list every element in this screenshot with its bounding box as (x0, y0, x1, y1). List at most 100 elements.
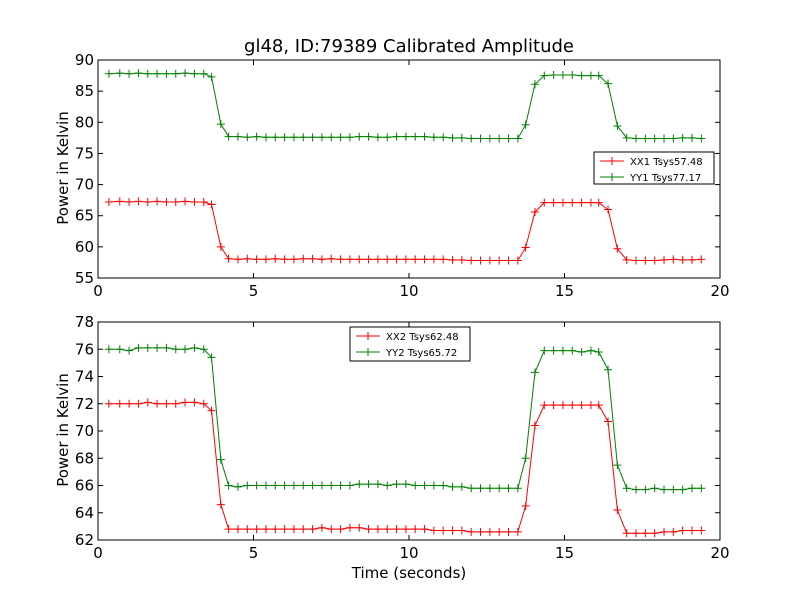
top-data-point (181, 69, 190, 78)
top-data-point (558, 70, 567, 79)
top-data-point (688, 255, 697, 264)
top-data-point (115, 69, 124, 78)
top-data-point (577, 198, 586, 207)
bottom-y-tick-label: 62 (75, 531, 94, 549)
bottom-data-point (327, 525, 336, 534)
top-data-point (289, 255, 298, 264)
top-data-point (134, 197, 143, 206)
bottom-data-point (549, 401, 558, 410)
bottom-data-point (521, 454, 530, 463)
top-data-point (439, 133, 448, 142)
bottom-data-point (327, 481, 336, 490)
top-data-point (401, 255, 410, 264)
bottom-data-point (392, 525, 401, 534)
bottom-data-point (280, 481, 289, 490)
bottom-x-tick-label: 5 (249, 544, 259, 562)
top-data-point (476, 256, 485, 265)
x-axis-label: Time (seconds) (351, 564, 467, 582)
top-data-point (568, 198, 577, 207)
top-data-point (207, 200, 216, 209)
bottom-data-point (420, 481, 429, 490)
bottom-data-point (613, 461, 622, 470)
top-data-point (420, 255, 429, 264)
bottom-data-point (355, 480, 364, 489)
bottom-y-tick-label: 64 (75, 504, 94, 522)
bottom-data-point (271, 481, 280, 490)
bottom-y-tick-label: 68 (75, 449, 94, 467)
bottom-data-point (622, 529, 631, 538)
bottom-data-point (233, 482, 242, 491)
bottom-y-tick-label: 76 (75, 340, 94, 358)
bottom-data-point (261, 525, 270, 534)
bottom-data-point (373, 525, 382, 534)
bottom-data-point (439, 481, 448, 490)
bottom-data-point (641, 529, 650, 538)
top-data-point (190, 198, 199, 207)
bottom-data-point (457, 482, 466, 491)
bottom-x-tick-label: 10 (399, 544, 418, 562)
top-data-point (586, 198, 595, 207)
bottom-y-axis-label: Power in Kelvin (54, 373, 72, 487)
bottom-series-line-1 (108, 401, 702, 534)
bottom-data-point (153, 343, 162, 352)
top-data-point (153, 69, 162, 78)
top-data-point (530, 207, 539, 216)
bottom-data-point (317, 481, 326, 490)
bottom-data-point (252, 481, 261, 490)
bottom-data-point (125, 399, 134, 408)
bottom-data-point (549, 346, 558, 355)
top-data-point (115, 197, 124, 206)
top-data-point (495, 256, 504, 265)
top-data-point (476, 134, 485, 143)
bottom-data-point (697, 526, 706, 535)
top-data-point (485, 134, 494, 143)
top-data-point (521, 120, 530, 129)
top-data-point (233, 255, 242, 264)
bottom-x-tick-label: 20 (710, 544, 729, 562)
bottom-data-point (476, 527, 485, 536)
top-data-point (429, 255, 438, 264)
top-data-point (364, 255, 373, 264)
bottom-data-point (411, 525, 420, 534)
bottom-data-point (476, 484, 485, 493)
top-data-point (261, 255, 270, 264)
top-data-point (134, 69, 143, 78)
bottom-data-point (467, 527, 476, 536)
top-x-tick-label: 10 (399, 282, 418, 300)
top-data-point (660, 134, 669, 143)
top-data-point (457, 133, 466, 142)
bottom-data-point (401, 525, 410, 534)
top-data-point (336, 133, 345, 142)
top-data-point (373, 133, 382, 142)
top-data-point (317, 133, 326, 142)
top-data-point (558, 198, 567, 207)
bottom-data-point (299, 525, 308, 534)
bottom-data-point (697, 484, 706, 493)
bottom-data-point (317, 523, 326, 532)
bottom-data-point (115, 399, 124, 408)
bottom-data-point (660, 527, 669, 536)
bottom-data-point (207, 406, 216, 415)
top-data-point (125, 198, 134, 207)
bottom-data-point (429, 481, 438, 490)
top-data-point (650, 256, 659, 265)
bottom-data-point (504, 484, 513, 493)
top-y-tick-label: 85 (75, 82, 94, 100)
bottom-data-point (373, 480, 382, 489)
bottom-data-point (568, 401, 577, 410)
bottom-legend-label: YY2 Tsys65.72 (385, 348, 457, 359)
top-data-point (504, 134, 513, 143)
top-data-point (383, 255, 392, 264)
bottom-data-point (613, 506, 622, 515)
top-data-point (669, 134, 678, 143)
top-data-point (586, 71, 595, 80)
bottom-data-point (513, 527, 522, 536)
top-data-point (604, 205, 613, 214)
top-data-point (439, 255, 448, 264)
top-data-point (216, 120, 225, 129)
top-data-point (513, 256, 522, 265)
bottom-data-point (568, 346, 577, 355)
top-data-point (383, 133, 392, 142)
bottom-data-point (134, 399, 143, 408)
top-data-point (513, 134, 522, 143)
